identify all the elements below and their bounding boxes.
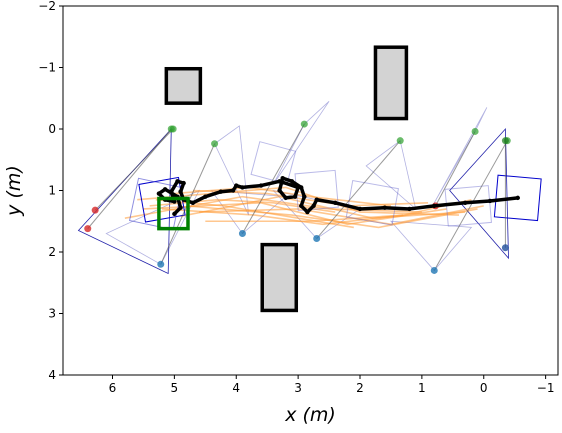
agent-end-point — [396, 137, 404, 145]
x-tick-label: −1 — [537, 381, 555, 395]
robot-path-point — [230, 188, 236, 193]
robot-path-point — [299, 185, 304, 190]
fov-box — [493, 174, 542, 222]
robot-path-point — [305, 209, 310, 215]
robot-path-point — [432, 203, 437, 209]
y-tick-label: 4 — [48, 368, 56, 382]
fov-triangle — [214, 125, 250, 216]
robot-path-point — [333, 200, 338, 205]
y-tick-label: 0 — [48, 122, 56, 136]
robot-path-point — [314, 197, 319, 202]
robot-path-point — [462, 200, 468, 205]
robot-path-point — [234, 183, 239, 188]
robot-path-point — [203, 194, 208, 199]
agent-link — [242, 123, 305, 234]
predicted-trajectory — [186, 205, 478, 229]
robot-path-point — [283, 195, 288, 201]
robot-path-point — [240, 185, 245, 190]
robot-path-point — [190, 200, 196, 205]
robot-path-point — [175, 179, 180, 184]
agent-end-point — [167, 125, 175, 133]
y-tick-label: 3 — [48, 307, 56, 321]
agent-start-point — [157, 260, 165, 268]
robot-path-point — [515, 195, 520, 201]
robot-path-point — [169, 189, 174, 194]
robot-path-point — [289, 179, 295, 184]
fov-triangle — [433, 107, 488, 203]
agent-link — [87, 128, 172, 229]
x-tick-label: 0 — [480, 381, 488, 395]
agent-end-point — [300, 120, 308, 128]
x-tick-label: 5 — [171, 381, 179, 395]
robot-path-point — [162, 187, 168, 192]
agent-end-point — [471, 127, 479, 135]
y-tick-label: −1 — [38, 61, 56, 75]
robot-path-point — [172, 211, 177, 217]
robot-path-point — [407, 206, 412, 212]
fov-triangle — [365, 139, 417, 211]
agent-link — [316, 140, 401, 239]
agent-start-point — [84, 225, 92, 233]
y-axis: −2 −1 0 1 2 3 4 — [38, 0, 63, 382]
x-tick-label: 3 — [294, 381, 302, 395]
fov-box — [444, 185, 493, 227]
robot-path-point — [382, 205, 387, 210]
fov-box — [250, 141, 297, 185]
agent-link — [435, 131, 476, 207]
robot-path-point — [302, 194, 307, 199]
robot-path-point — [178, 189, 183, 194]
agent-end-point — [501, 137, 509, 145]
y-tick-label: −2 — [38, 0, 56, 13]
x-tick-label: 4 — [232, 381, 240, 395]
plot-area — [77, 45, 542, 313]
robot-path-point — [295, 185, 301, 190]
robot-path-point — [277, 179, 282, 184]
robot-path-point — [280, 176, 285, 181]
robot-path-point — [218, 189, 223, 194]
agent-start-point — [238, 230, 246, 238]
robot-path-point — [357, 206, 363, 212]
agent-link — [433, 140, 508, 271]
robot-path-point — [487, 198, 493, 204]
x-tick-label: 1 — [418, 381, 426, 395]
robot-path-point — [258, 183, 264, 188]
predicted-trajectory — [161, 208, 404, 226]
robot-path-point — [311, 203, 316, 209]
x-tick-label: 6 — [109, 381, 117, 395]
predicted-trajectory — [143, 201, 447, 226]
robot-path-point — [299, 203, 304, 209]
obstacle — [260, 242, 299, 313]
x-axis: 6 5 4 3 2 1 0 −1 — [109, 375, 555, 395]
y-tick-label: 2 — [48, 245, 56, 259]
obstacle — [164, 66, 203, 105]
robot-path-point — [292, 194, 298, 199]
robot-path-point — [181, 180, 186, 186]
obstacle — [373, 45, 409, 121]
robot-path-point — [277, 188, 282, 193]
y-axis-label: y (m) — [3, 165, 25, 217]
y-tick-label: 1 — [48, 184, 56, 198]
x-axis-label: x (m) — [284, 404, 336, 426]
agent-start-point — [313, 234, 321, 242]
robot-path-point — [156, 191, 162, 196]
robot-path — [157, 176, 520, 216]
agent-start-point — [501, 244, 509, 252]
robot-path-point — [178, 205, 183, 210]
agent-start-point — [430, 266, 438, 274]
robot-path-point — [172, 199, 177, 204]
x-tick-label: 2 — [356, 381, 364, 395]
fov-triangle — [273, 101, 330, 185]
agent-start-point — [91, 206, 99, 214]
fov-triangle — [449, 127, 509, 260]
agent-end-point — [211, 140, 219, 148]
goal-box — [157, 196, 190, 231]
fov-triangle — [389, 220, 473, 272]
